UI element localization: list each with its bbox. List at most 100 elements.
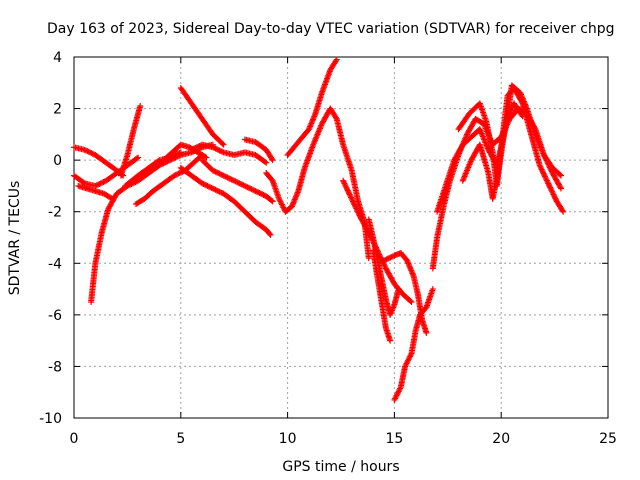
data-point bbox=[215, 146, 222, 153]
data-point bbox=[176, 170, 183, 177]
data-point bbox=[174, 171, 181, 178]
data-point bbox=[540, 170, 547, 177]
data-point bbox=[225, 175, 232, 182]
data-point bbox=[212, 145, 219, 152]
data-point bbox=[347, 193, 354, 200]
data-point bbox=[244, 184, 251, 191]
data-point bbox=[519, 113, 526, 120]
data-point bbox=[541, 172, 548, 179]
data-point bbox=[355, 211, 362, 218]
x-tick-label: 0 bbox=[70, 431, 79, 447]
data-point bbox=[349, 197, 356, 204]
data-point bbox=[240, 182, 247, 189]
data-point bbox=[216, 188, 223, 195]
data-point bbox=[351, 202, 358, 209]
data-point bbox=[542, 154, 549, 161]
data-point bbox=[547, 165, 554, 172]
data-point bbox=[548, 167, 555, 174]
data-markers bbox=[71, 56, 567, 403]
data-point bbox=[176, 150, 183, 157]
data-point bbox=[99, 179, 106, 186]
data-point bbox=[341, 180, 348, 187]
data-point bbox=[268, 197, 275, 204]
data-point bbox=[175, 170, 182, 177]
data-point bbox=[382, 257, 389, 264]
data-point bbox=[219, 140, 226, 147]
data-point bbox=[543, 177, 550, 184]
data-point bbox=[201, 181, 208, 188]
data-point bbox=[259, 191, 266, 198]
data-point bbox=[95, 181, 102, 188]
data-point bbox=[542, 156, 549, 163]
data-point bbox=[395, 286, 402, 293]
data-point bbox=[224, 174, 231, 181]
data-point bbox=[175, 150, 182, 157]
data-point bbox=[239, 181, 246, 188]
data-point bbox=[192, 144, 199, 151]
data-point bbox=[348, 195, 355, 202]
data-point bbox=[343, 184, 350, 191]
data-point bbox=[545, 180, 552, 187]
data-point bbox=[262, 158, 269, 165]
series-arc-12 bbox=[199, 157, 276, 205]
series-arc-19 bbox=[380, 249, 430, 336]
series-arc-24 bbox=[459, 100, 526, 202]
data-point bbox=[231, 177, 238, 184]
data-point bbox=[266, 230, 273, 237]
data-point bbox=[556, 171, 563, 178]
data-point bbox=[345, 188, 352, 195]
y-tick-label: -10 bbox=[39, 411, 62, 427]
data-point bbox=[546, 183, 553, 190]
data-point bbox=[228, 176, 235, 183]
data-point bbox=[340, 179, 347, 186]
data-point bbox=[137, 102, 144, 109]
data-point bbox=[356, 212, 363, 219]
data-point bbox=[253, 188, 260, 195]
series-arc-9 bbox=[177, 84, 227, 148]
data-point bbox=[407, 297, 414, 304]
data-point bbox=[172, 171, 179, 178]
y-tick-label: -8 bbox=[48, 359, 62, 375]
data-point bbox=[209, 167, 216, 174]
y-tick-label: -2 bbox=[48, 205, 62, 221]
data-point bbox=[257, 190, 264, 197]
data-point bbox=[543, 157, 550, 164]
data-point bbox=[219, 148, 226, 155]
data-point bbox=[211, 168, 218, 175]
data-point bbox=[220, 172, 227, 179]
data-point bbox=[383, 256, 390, 263]
data-point bbox=[217, 189, 224, 196]
data-point bbox=[249, 186, 256, 193]
data-point bbox=[354, 208, 361, 215]
y-axis-label: SDTVAR / TECUs bbox=[7, 181, 23, 296]
series-arc-18 bbox=[370, 247, 394, 344]
data-point bbox=[380, 257, 387, 264]
data-point bbox=[173, 151, 180, 158]
data-point bbox=[177, 149, 184, 156]
data-point bbox=[245, 184, 252, 191]
data-point bbox=[540, 151, 547, 158]
data-point bbox=[384, 255, 391, 262]
data-point bbox=[195, 143, 202, 150]
data-point bbox=[386, 255, 393, 262]
data-point bbox=[539, 167, 546, 174]
data-point bbox=[545, 181, 552, 188]
data-point bbox=[217, 171, 224, 178]
y-tick-label: -4 bbox=[48, 256, 62, 272]
y-tick-label: -6 bbox=[48, 308, 62, 324]
data-point bbox=[171, 172, 178, 179]
data-point bbox=[83, 147, 90, 154]
y-tick-label: 2 bbox=[53, 102, 62, 118]
data-point bbox=[232, 178, 239, 185]
data-point bbox=[202, 153, 209, 160]
data-point bbox=[518, 112, 525, 119]
data-point bbox=[559, 207, 566, 214]
data-point bbox=[241, 182, 248, 189]
data-point bbox=[256, 190, 263, 197]
data-point bbox=[97, 180, 104, 187]
data-point bbox=[212, 168, 219, 175]
data-point bbox=[209, 144, 216, 151]
data-point bbox=[215, 170, 222, 177]
data-point bbox=[541, 153, 548, 160]
